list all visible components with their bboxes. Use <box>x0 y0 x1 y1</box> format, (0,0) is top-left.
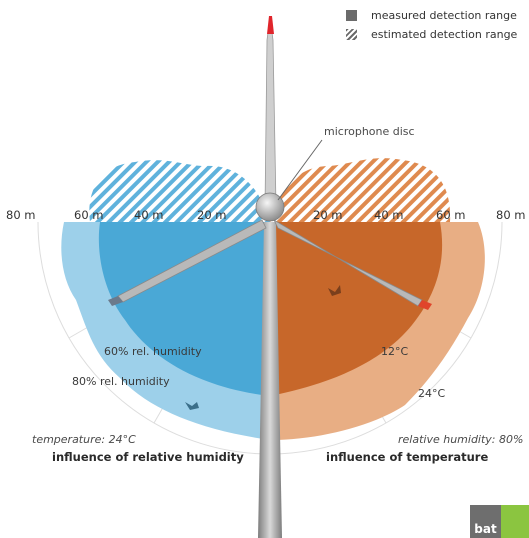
temperature-12-label: 12°C <box>381 345 409 358</box>
logo-bat-block: bat <box>470 505 501 538</box>
distance-left-60: 60 m <box>74 208 104 222</box>
legend: measured detection range estimated detec… <box>346 6 529 44</box>
distance-right-20: 20 m <box>313 208 343 222</box>
estimated-swatch <box>346 29 357 40</box>
temperature-12-range <box>270 222 443 396</box>
bat-icon-left <box>185 402 199 410</box>
temperature-24-label: 24°C <box>418 387 446 400</box>
distance-right-60: 60 m <box>436 208 466 222</box>
microphone-pointer <box>277 139 323 201</box>
legend-measured: measured detection range <box>346 6 529 25</box>
humidity-60-label: 60% rel. humidity <box>104 345 202 358</box>
blade-right-tip <box>418 300 432 310</box>
temperature-estimated-hatch <box>270 158 451 222</box>
turbine-hub <box>255 192 285 222</box>
blade-left-tip <box>108 296 123 306</box>
distance-right-40: 40 m <box>374 208 404 222</box>
distance-left-40: 40 m <box>134 208 164 222</box>
blade-tip-red <box>267 16 274 34</box>
logo-green-block <box>501 505 529 538</box>
bat-logo: bat <box>470 505 529 538</box>
distance-right-80: 80 m <box>496 208 526 222</box>
distance-left-20: 20 m <box>197 208 227 222</box>
legend-estimated: estimated detection range <box>346 25 529 44</box>
blade-up <box>264 17 277 209</box>
humidity-80-label: 80% rel. humidity <box>72 375 170 388</box>
bat-icon-right <box>328 285 341 296</box>
microphone-disc-label: microphone disc <box>324 125 415 138</box>
turbine-tower <box>258 222 282 538</box>
left-title: influence of relative humidity <box>52 450 244 464</box>
right-condition-label: relative humidity: 80% <box>398 433 524 446</box>
left-condition-label: temperature: 24°C <box>32 433 136 446</box>
right-title: influence of temperature <box>326 450 489 464</box>
humidity-60-range <box>98 222 270 396</box>
humidity-estimated-hatch <box>89 160 270 222</box>
measured-swatch <box>346 10 357 21</box>
legend-estimated-label: estimated detection range <box>371 28 518 41</box>
legend-measured-label: measured detection range <box>371 9 517 22</box>
distance-left-80: 80 m <box>6 208 36 222</box>
